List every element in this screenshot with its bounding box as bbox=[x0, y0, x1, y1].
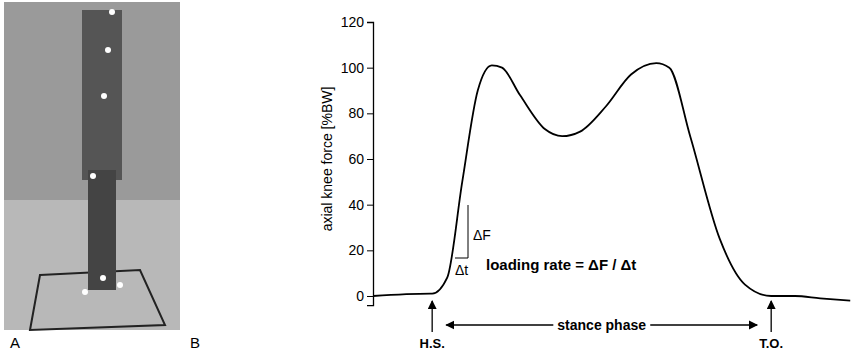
marker bbox=[100, 275, 106, 281]
delta-f-label: ΔF bbox=[473, 227, 491, 243]
figure: A B 0 20 40 60 80 100 120 axial knee force [%BW] H… bbox=[0, 0, 866, 354]
y-tick-label: 60 bbox=[348, 151, 364, 167]
loading-rate-label: loading rate = ΔF / Δt bbox=[486, 256, 636, 273]
y-tick-label: 120 bbox=[341, 14, 365, 30]
y-tick-label: 40 bbox=[348, 197, 364, 213]
y-tick-mark bbox=[367, 22, 373, 23]
y-tick-mark bbox=[367, 250, 373, 251]
y-tick-mark bbox=[367, 159, 373, 160]
y-axis: 0 20 40 60 80 100 120 bbox=[341, 14, 374, 306]
subject-shank bbox=[88, 170, 116, 290]
marker bbox=[82, 289, 88, 295]
marker bbox=[105, 47, 111, 53]
y-axis-line bbox=[367, 23, 374, 306]
y-tick-mark bbox=[367, 205, 373, 206]
event-arrow bbox=[771, 301, 772, 332]
y-tick: 120 bbox=[341, 14, 373, 30]
y-tick-label: 80 bbox=[348, 105, 364, 121]
y-tick: 60 bbox=[348, 151, 373, 167]
y-tick-mark bbox=[367, 113, 373, 114]
marker bbox=[101, 93, 107, 99]
y-axis-title: axial knee force [%BW] bbox=[319, 87, 335, 232]
event-label: H.S. bbox=[420, 336, 445, 351]
y-tick-mark bbox=[367, 68, 373, 69]
marker bbox=[109, 9, 115, 15]
photo-background bbox=[4, 2, 180, 330]
loading-rate-triangle bbox=[455, 205, 468, 258]
y-tick: 40 bbox=[348, 197, 373, 213]
force-curve bbox=[373, 63, 850, 300]
y-tick: 80 bbox=[348, 105, 373, 121]
stance-label: stance phase bbox=[557, 317, 646, 333]
delta-t-label: Δt bbox=[455, 262, 468, 278]
event-label: T.O. bbox=[759, 336, 783, 351]
event-arrow bbox=[432, 301, 433, 332]
stance-label-bg bbox=[553, 317, 650, 333]
panel-label: A bbox=[10, 334, 20, 351]
plot-area bbox=[373, 63, 850, 300]
y-tick: 0 bbox=[356, 288, 373, 304]
y-tick-label: 20 bbox=[348, 242, 364, 258]
y-tick-label: 0 bbox=[356, 288, 364, 304]
photo-panel bbox=[4, 2, 180, 330]
y-tick-mark bbox=[367, 296, 373, 297]
marker bbox=[90, 173, 96, 179]
panel-label: B bbox=[190, 334, 200, 351]
marker bbox=[117, 282, 123, 288]
y-tick: 100 bbox=[341, 60, 373, 76]
y-tick: 20 bbox=[348, 242, 373, 258]
subject-leg bbox=[82, 10, 122, 180]
y-tick-label: 100 bbox=[341, 60, 365, 76]
